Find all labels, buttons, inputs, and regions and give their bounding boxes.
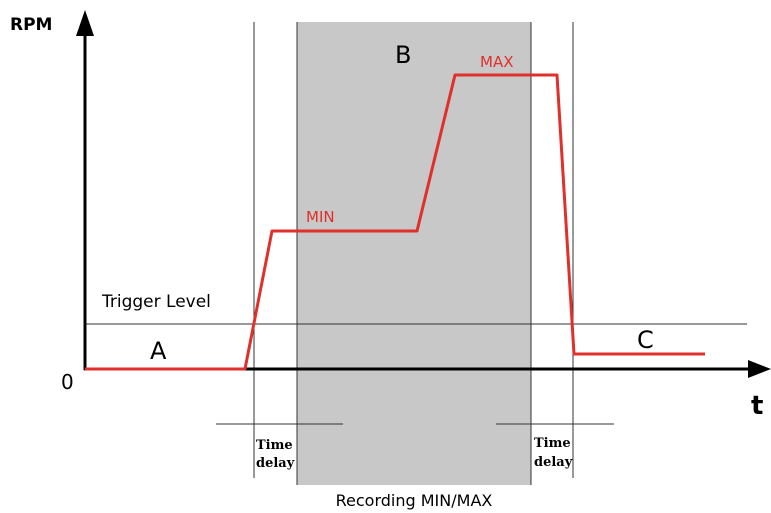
- y-axis-arrow-icon: [76, 10, 94, 36]
- y-axis-label: RPM: [10, 15, 52, 35]
- recording-band: [297, 22, 531, 485]
- rpm-curve: [85, 73, 705, 371]
- recording-label: Recording MIN/MAX: [336, 491, 493, 510]
- trigger-level-label: Trigger Level: [101, 292, 211, 312]
- max-label: MAX: [480, 53, 513, 71]
- time-delay-left-line2: delay: [256, 456, 295, 471]
- region-a-label: A: [150, 337, 167, 365]
- origin-label: 0: [61, 370, 74, 394]
- x-axis-arrow-icon: [748, 360, 771, 378]
- region-b-label: B: [395, 41, 411, 69]
- x-axis-label: t: [751, 391, 763, 421]
- time-delay-left-line1: Time: [256, 438, 293, 453]
- min-label: MIN: [306, 208, 335, 226]
- time-delay-right-line1: Time: [534, 436, 571, 451]
- time-delay-right-line2: delay: [534, 455, 573, 470]
- region-c-label: C: [637, 326, 654, 354]
